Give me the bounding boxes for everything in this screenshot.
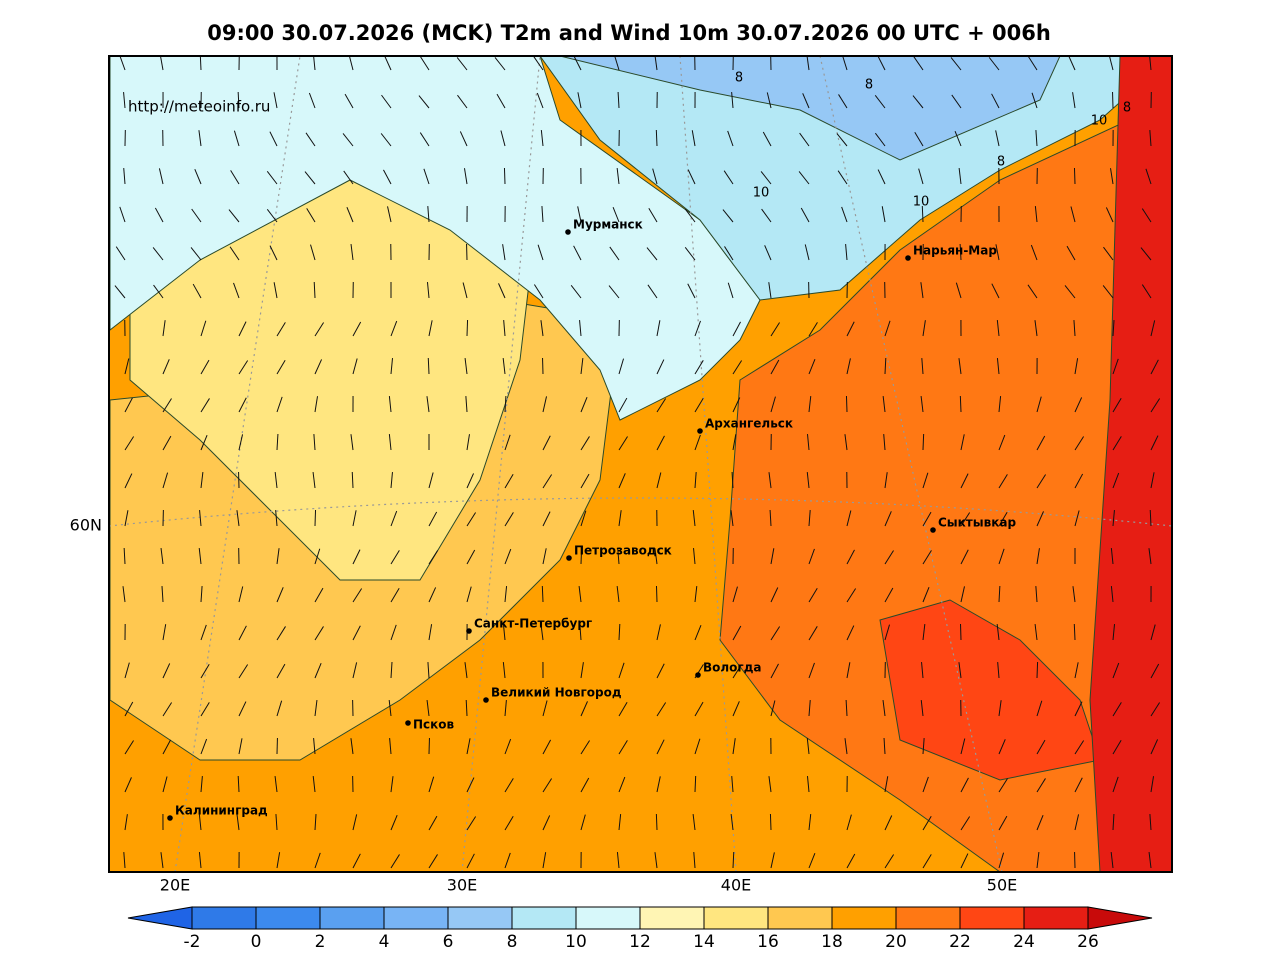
wind-barb (1074, 168, 1075, 184)
wind-barb (542, 586, 543, 602)
colorbar-segment (512, 907, 576, 929)
wind-barb (770, 814, 771, 830)
contour-label: 8 (997, 155, 1005, 170)
wind-barb (1074, 624, 1075, 640)
lon-label: 50E (987, 876, 1017, 895)
colorbar-segment (960, 907, 1024, 929)
city-label: Сыктывкар (938, 516, 1016, 530)
city-dot (566, 555, 572, 561)
contour-label: 8 (865, 78, 873, 93)
colorbar-extend-low (128, 907, 192, 929)
city-dot (930, 527, 936, 533)
temperature-field (109, 54, 1172, 872)
wind-barb (923, 434, 924, 450)
colorbar-tick-label: 8 (507, 932, 518, 952)
city-label: Петрозаводск (574, 544, 672, 558)
contour-label: 8 (735, 71, 743, 86)
lat-label: 60N (70, 516, 102, 535)
title: 09:00 30.07.2026 (MCK) T2m and Wind 10m … (207, 21, 1051, 45)
city-dot (483, 697, 489, 703)
colorbar-segment (320, 907, 384, 929)
colorbar-tick-label: 26 (1077, 932, 1099, 952)
city-dot (466, 628, 472, 634)
contour-label: 10 (913, 195, 930, 210)
colorbar-tick-label: -2 (184, 932, 201, 952)
city-dot (697, 428, 703, 434)
colorbar-segment (832, 907, 896, 929)
wind-barb (1037, 662, 1038, 678)
wind-barb (656, 586, 657, 602)
city-label: Калининград (175, 804, 268, 818)
city-dot (167, 815, 173, 821)
wind-barb (695, 776, 696, 792)
wind-barb (315, 510, 316, 526)
colorbar-tick-label: 2 (315, 932, 326, 952)
colorbar-segment (448, 907, 512, 929)
colorbar-tick-label: 12 (629, 932, 651, 952)
wind-barb (846, 396, 847, 412)
colorbar-tick-label: 16 (757, 932, 779, 952)
wind-barb (656, 814, 657, 830)
city-dot (695, 672, 701, 678)
colorbar-segment (768, 907, 832, 929)
colorbar-tick-label: 24 (1013, 932, 1035, 952)
lon-label: 20E (160, 876, 190, 895)
city-dot (405, 720, 411, 726)
colorbar-tick-label: 0 (251, 932, 262, 952)
colorbar-tick-label: 6 (443, 932, 454, 952)
lon-label: 30E (447, 876, 477, 895)
city-label: Мурманск (573, 218, 643, 232)
colorbar-extend-high (1088, 907, 1152, 929)
colorbar-tick-label: 22 (949, 932, 971, 952)
colorbar-segment (192, 907, 256, 929)
colorbar-segment (576, 907, 640, 929)
wind-barb (467, 320, 468, 336)
colorbar-segment (256, 907, 320, 929)
contour-label: 10 (1091, 114, 1108, 129)
colorbar-segment (640, 907, 704, 929)
city-label: Санкт-Петербург (474, 617, 592, 631)
city-label: Вологда (703, 661, 761, 675)
contour-label: 8 (1123, 101, 1131, 116)
colorbar-tick-label: 18 (821, 932, 843, 952)
colorbar-tick-label: 4 (379, 932, 390, 952)
colorbar-tick-label: 20 (885, 932, 907, 952)
colorbar-segment (384, 907, 448, 929)
colorbar-tick-label: 14 (693, 932, 715, 952)
city-label: Нарьян-Мар (913, 244, 997, 258)
city-dot (905, 255, 911, 261)
city-dot (565, 229, 571, 235)
colorbar-segment (896, 907, 960, 929)
colorbar-segment (1024, 907, 1088, 929)
source-url: http://meteoinfo.ru (128, 98, 270, 116)
city-label: Псков (413, 718, 455, 732)
wind-barb (960, 396, 961, 412)
colorbar-tick-label: 10 (565, 932, 587, 952)
contour-label: 10 (753, 186, 770, 201)
city-label: Великий Новгород (491, 686, 622, 700)
wind-barb (656, 130, 657, 146)
lon-label: 40E (721, 876, 751, 895)
city-label: Архангельск (705, 417, 793, 431)
wind-barb (504, 168, 505, 184)
colorbar-segment (704, 907, 768, 929)
